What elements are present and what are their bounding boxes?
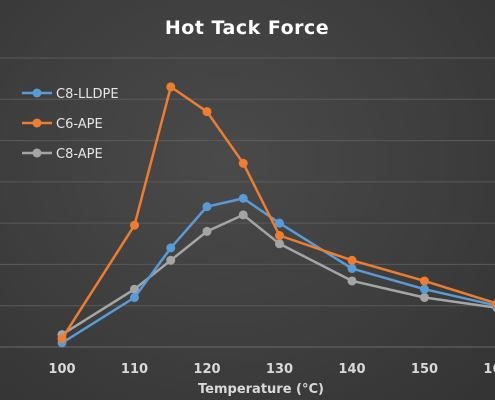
series-c6-ape — [57, 82, 495, 344]
legend-label: C8-APE — [56, 147, 103, 162]
data-point — [347, 255, 357, 265]
data-point — [238, 210, 248, 220]
data-point — [166, 243, 176, 253]
legend-label: C8-LLDPE — [56, 87, 119, 102]
x-tick-label: 160 — [483, 362, 495, 377]
data-point — [130, 284, 139, 294]
x-tick-label: 130 — [266, 362, 293, 377]
legend-item: C8-LLDPE — [22, 87, 119, 102]
x-tick-label: 120 — [193, 362, 220, 377]
data-point — [57, 334, 67, 344]
data-point — [275, 239, 284, 249]
data-point — [347, 264, 357, 274]
data-point — [347, 276, 357, 286]
data-point — [275, 218, 284, 228]
x-tick-label: 110 — [121, 362, 148, 377]
legend-marker — [32, 118, 42, 128]
data-point — [420, 292, 429, 302]
data-point — [420, 284, 429, 294]
data-point — [130, 220, 139, 230]
x-tick-labels: 100 110 120 130 140 150 160 — [48, 362, 495, 377]
legend-label: C6-APE — [56, 117, 103, 132]
series-c8-lldpe — [57, 193, 495, 348]
legend-item: C8-APE — [22, 147, 103, 162]
x-axis-title: Temperature (°C) — [198, 382, 324, 397]
data-point — [492, 299, 495, 308]
x-tick-label: 100 — [48, 362, 75, 377]
data-point — [202, 107, 212, 117]
legend-marker — [32, 148, 42, 158]
x-tick-label: 150 — [411, 362, 438, 377]
series-lines — [57, 82, 495, 348]
data-point — [420, 276, 429, 286]
x-tick-label: 140 — [338, 362, 365, 377]
data-point — [238, 158, 248, 168]
data-point — [275, 231, 284, 241]
legend-marker — [32, 88, 42, 98]
legend: C8-LLDPE C6-APE C8-APE — [22, 87, 119, 162]
data-point — [202, 202, 212, 212]
data-point — [130, 292, 139, 302]
data-point — [238, 193, 248, 203]
data-point — [166, 82, 176, 92]
chart-title: Hot Tack Force — [165, 17, 329, 39]
legend-item: C6-APE — [22, 117, 103, 132]
data-point — [166, 255, 176, 265]
data-point — [202, 226, 212, 236]
